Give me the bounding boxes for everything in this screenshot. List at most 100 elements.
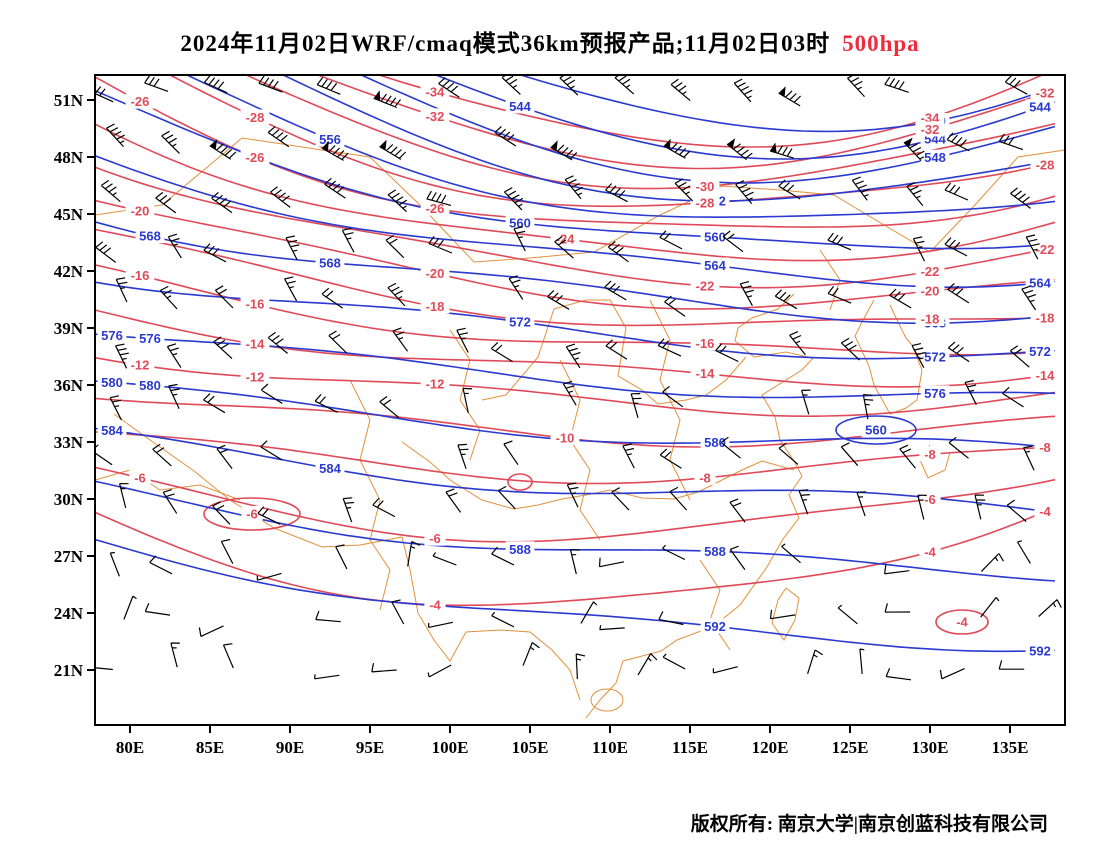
svg-text:-32: -32: [1036, 86, 1055, 101]
svg-text:-4: -4: [429, 597, 441, 612]
x-tick-label: 135E: [992, 738, 1029, 757]
svg-text:-32: -32: [426, 109, 445, 124]
svg-text:-22: -22: [921, 264, 940, 279]
y-tick-label: 30N: [54, 490, 84, 509]
height-contours: [95, 75, 1056, 653]
svg-text:572: 572: [509, 314, 531, 329]
copyright: 版权所有: 南京大学|南京创蓝科技有限公司: [691, 809, 1048, 836]
x-tick-label: 130E: [912, 738, 949, 757]
svg-text:576: 576: [139, 331, 161, 346]
y-tick-label: 27N: [54, 547, 84, 566]
svg-text:-8: -8: [924, 447, 936, 462]
svg-text:560: 560: [865, 423, 887, 438]
x-tick-label: 105E: [512, 738, 549, 757]
svg-text:-20: -20: [131, 203, 150, 218]
chart-title-main: 2024年11月02日WRF/cmaq模式36km预报产品;11月02日03时: [180, 31, 831, 56]
x-tick-label: 90E: [276, 738, 304, 757]
svg-text:576: 576: [101, 328, 123, 343]
svg-text:580: 580: [139, 378, 161, 393]
x-tick-label: 110E: [592, 738, 628, 757]
svg-text:-12: -12: [426, 377, 445, 392]
svg-text:-26: -26: [246, 150, 265, 165]
svg-text:-12: -12: [131, 358, 150, 373]
svg-text:564: 564: [704, 258, 726, 273]
svg-text:548: 548: [924, 150, 946, 165]
svg-text:580: 580: [101, 375, 123, 390]
svg-text:-16: -16: [246, 297, 265, 312]
x-tick-label: 95E: [356, 738, 384, 757]
svg-text:-6: -6: [429, 531, 441, 546]
svg-text:-10: -10: [556, 431, 575, 446]
svg-text:-12: -12: [246, 369, 265, 384]
svg-text:-14: -14: [246, 337, 266, 352]
x-tick-label: 120E: [752, 738, 789, 757]
copyright-text: 版权所有: 南京大学|南京创蓝科技有限公司: [690, 814, 1048, 835]
svg-text:576: 576: [924, 386, 946, 401]
coastline-borders: [95, 137, 1065, 719]
svg-text:-18: -18: [426, 299, 445, 314]
svg-text:-32: -32: [921, 122, 940, 137]
chart-title: 2024年11月02日WRF/cmaq模式36km预报产品;11月02日03时 5…: [0, 24, 1100, 58]
svg-text:-30: -30: [696, 179, 715, 194]
svg-text:-6: -6: [924, 492, 936, 507]
svg-text:-16: -16: [131, 268, 150, 283]
svg-text:544: 544: [509, 99, 531, 114]
svg-text:568: 568: [319, 255, 341, 270]
svg-text:-4: -4: [956, 615, 968, 630]
svg-text:592: 592: [704, 619, 726, 634]
svg-text:-22: -22: [1036, 242, 1055, 257]
x-tick-label: 80E: [116, 738, 144, 757]
svg-text:-14: -14: [1036, 368, 1056, 383]
x-tick-label: 85E: [196, 738, 224, 757]
svg-text:572: 572: [924, 350, 946, 365]
svg-text:588: 588: [704, 544, 726, 559]
y-tick-label: 33N: [54, 433, 84, 452]
svg-text:592: 592: [1029, 643, 1051, 658]
svg-text:-20: -20: [921, 284, 940, 299]
y-tick-label: 48N: [54, 148, 84, 167]
svg-text:-28: -28: [696, 195, 715, 210]
svg-text:568: 568: [139, 229, 161, 244]
svg-text:564: 564: [1029, 276, 1051, 291]
svg-text:544: 544: [1029, 100, 1051, 115]
wind-barbs: [95, 75, 1062, 681]
y-tick-label: 21N: [54, 661, 84, 680]
x-tick-label: 100E: [432, 738, 469, 757]
y-tick-label: 42N: [54, 262, 84, 281]
svg-text:-18: -18: [921, 311, 940, 326]
svg-text:-34: -34: [426, 84, 446, 99]
svg-text:560: 560: [509, 215, 531, 230]
svg-text:-14: -14: [696, 366, 716, 381]
svg-text:556: 556: [319, 132, 341, 147]
svg-text:584: 584: [101, 423, 123, 438]
svg-text:584: 584: [319, 461, 341, 476]
svg-text:-26: -26: [131, 94, 150, 109]
svg-text:560: 560: [704, 230, 726, 245]
y-tick-label: 45N: [54, 205, 84, 224]
svg-text:-4: -4: [924, 544, 936, 559]
svg-text:-16: -16: [696, 336, 715, 351]
svg-text:-6: -6: [246, 507, 258, 522]
x-tick-label: 125E: [832, 738, 869, 757]
plot-frame: [94, 74, 1066, 726]
svg-text:-4: -4: [1039, 504, 1051, 519]
svg-text:572: 572: [1029, 344, 1051, 359]
svg-text:-6: -6: [134, 470, 146, 485]
y-tick-label: 36N: [54, 376, 84, 395]
svg-text:-8: -8: [699, 470, 711, 485]
svg-text:-28: -28: [1036, 157, 1055, 172]
svg-text:-8: -8: [1039, 440, 1051, 455]
svg-text:-20: -20: [426, 266, 445, 281]
svg-text:-26: -26: [426, 201, 445, 216]
y-tick-label: 24N: [54, 604, 84, 623]
svg-text:588: 588: [509, 542, 531, 557]
svg-text:580: 580: [704, 435, 726, 450]
svg-text:-28: -28: [246, 110, 265, 125]
chart-title-level: 500hpa: [842, 31, 920, 56]
y-tick-label: 51N: [54, 91, 84, 110]
temperature-contours: [95, 75, 1056, 635]
x-tick-label: 115E: [672, 738, 708, 757]
